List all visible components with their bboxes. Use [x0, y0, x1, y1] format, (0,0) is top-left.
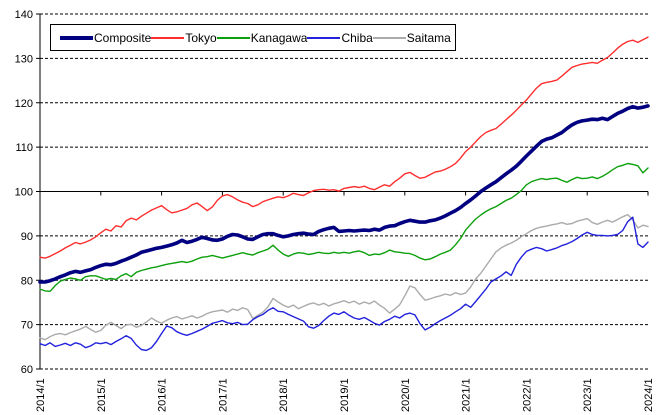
y-tick-label-60: 60	[21, 364, 33, 376]
y-tick-label-130: 130	[15, 53, 33, 65]
y-tick-label-90: 90	[21, 231, 33, 243]
series-line-chiba	[39, 216, 649, 352]
legend-item-kanagawa: Kanagawa	[216, 30, 308, 45]
x-tick-label-2021/1: 2021/1	[461, 378, 473, 412]
x-tick-label-2019/1: 2019/1	[339, 378, 351, 412]
x-tick-label-2018/1: 2018/1	[278, 378, 290, 412]
kanagawa-line-swatch	[216, 36, 250, 39]
x-tick-label-2024/1: 2024/1	[643, 378, 655, 412]
legend-label-chiba: Chiba	[341, 30, 373, 45]
x-tick-label-2014/1: 2014/1	[35, 378, 47, 412]
legend-item-saitama: Saitama	[372, 30, 451, 45]
x-tick-label-2023/1: 2023/1	[582, 378, 594, 412]
tokyo-line-swatch	[151, 36, 185, 39]
x-tick-label-2016/1: 2016/1	[157, 378, 169, 412]
y-tick-label-120: 120	[15, 98, 33, 110]
y-tick-label-80: 80	[21, 275, 33, 287]
legend-item-tokyo: Tokyo	[151, 30, 217, 45]
composite-line-swatch	[60, 35, 93, 40]
x-tick-label-2015/1: 2015/1	[96, 378, 108, 412]
legend-label-composite: Composite	[94, 30, 152, 45]
y-tick-label-110: 110	[15, 142, 33, 154]
series-line-kanagawa	[39, 162, 649, 292]
y-tick-label-100: 100	[15, 187, 33, 199]
x-tick-label-2017/1: 2017/1	[217, 378, 229, 412]
series-line-composite	[38, 104, 650, 284]
legend-label-saitama: Saitama	[406, 30, 451, 45]
y-tick-label-70: 70	[21, 320, 33, 332]
legend-item-composite: Composite	[60, 31, 151, 45]
x-tick-label-2020/1: 2020/1	[400, 378, 412, 412]
series-line-tokyo	[39, 36, 649, 259]
y-tick-label-140: 140	[15, 9, 33, 21]
chiba-line-swatch	[307, 36, 341, 39]
x-tick-label-2022/1: 2022/1	[521, 378, 533, 412]
series-line-saitama	[39, 213, 649, 341]
legend-item-chiba: Chiba	[307, 30, 373, 45]
legend-label-kanagawa: Kanagawa	[250, 30, 308, 45]
legend-label-tokyo: Tokyo	[185, 30, 217, 45]
legend: Composite Tokyo Kanagawa Chiba Saitama	[50, 24, 456, 51]
saitama-line-swatch	[372, 36, 406, 39]
